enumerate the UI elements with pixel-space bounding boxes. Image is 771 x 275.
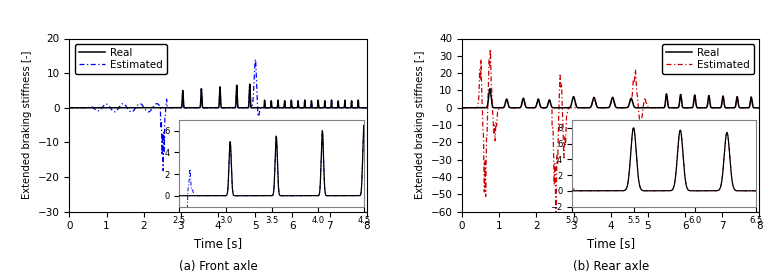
X-axis label: Time [s]: Time [s] bbox=[194, 237, 242, 250]
X-axis label: Time [s]: Time [s] bbox=[587, 237, 635, 250]
Real bbox=[670, 106, 679, 109]
Estimated bbox=[251, 58, 260, 61]
Estimated bbox=[551, 218, 561, 221]
Real bbox=[598, 106, 608, 109]
Estimated bbox=[343, 106, 352, 109]
Real bbox=[457, 106, 466, 109]
Y-axis label: Extended braking stiffness [-]: Extended braking stiffness [-] bbox=[415, 51, 425, 199]
Real bbox=[736, 106, 745, 109]
Estimated bbox=[256, 107, 265, 110]
Estimated bbox=[278, 106, 287, 109]
Estimated bbox=[65, 106, 74, 109]
Estimated bbox=[244, 91, 254, 94]
Real bbox=[531, 104, 540, 108]
Estimated bbox=[159, 169, 168, 172]
Estimated bbox=[486, 47, 495, 51]
Estimated bbox=[139, 105, 148, 109]
Real bbox=[485, 87, 494, 90]
Line: Real: Real bbox=[462, 89, 759, 108]
Real bbox=[278, 106, 287, 109]
Real bbox=[244, 91, 254, 95]
Legend: Real, Estimated: Real, Estimated bbox=[75, 44, 167, 74]
Real bbox=[256, 106, 265, 109]
Estimated bbox=[205, 106, 214, 109]
Real bbox=[755, 106, 764, 109]
Real bbox=[638, 106, 647, 109]
Estimated bbox=[457, 106, 466, 109]
Real bbox=[245, 82, 254, 86]
Real bbox=[205, 106, 214, 109]
Legend: Real, Estimated: Real, Estimated bbox=[662, 44, 754, 74]
Real bbox=[139, 106, 148, 109]
Text: (b) Rear axle: (b) Rear axle bbox=[573, 260, 649, 273]
Line: Estimated: Estimated bbox=[462, 49, 759, 219]
Estimated bbox=[638, 116, 647, 119]
Text: (a) Front axle: (a) Front axle bbox=[179, 260, 258, 273]
Estimated bbox=[362, 106, 372, 109]
Estimated bbox=[755, 106, 764, 109]
Real bbox=[343, 106, 352, 109]
Estimated bbox=[670, 106, 679, 109]
Estimated bbox=[648, 106, 658, 109]
Estimated bbox=[598, 106, 608, 109]
Real bbox=[648, 106, 658, 109]
Line: Real: Real bbox=[69, 84, 367, 108]
Estimated bbox=[736, 106, 745, 109]
Real bbox=[362, 106, 372, 109]
Line: Estimated: Estimated bbox=[69, 59, 367, 171]
Y-axis label: Extended braking stiffness [-]: Extended braking stiffness [-] bbox=[22, 51, 32, 199]
Real bbox=[65, 106, 74, 109]
Estimated bbox=[531, 104, 540, 108]
